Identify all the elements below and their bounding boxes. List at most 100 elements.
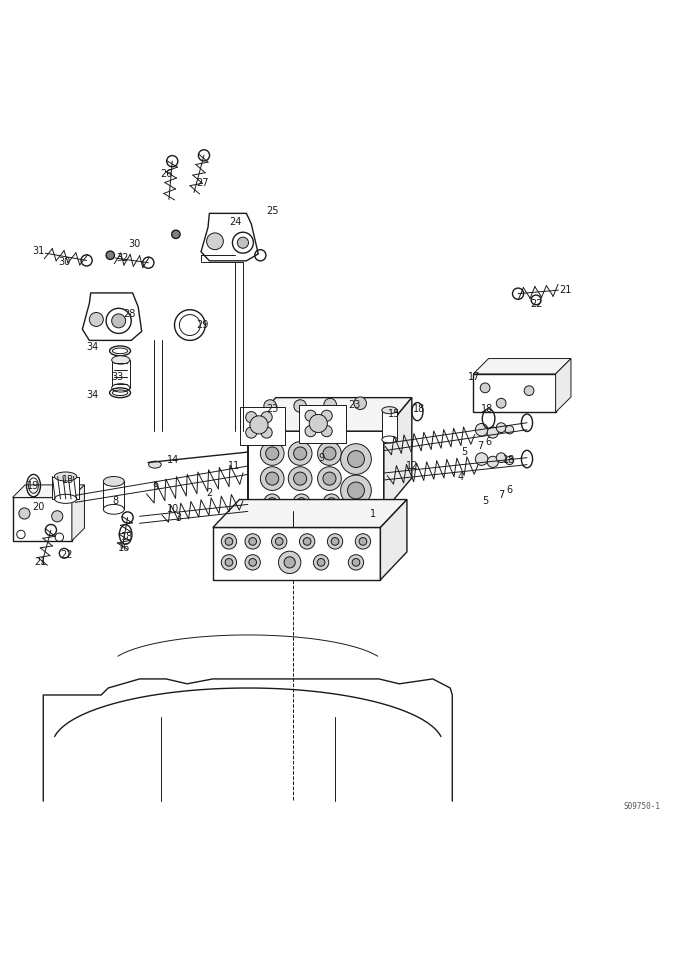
Circle shape bbox=[260, 442, 284, 466]
Text: 22: 22 bbox=[530, 300, 542, 309]
Circle shape bbox=[359, 538, 367, 545]
Bar bbox=[248, 431, 384, 512]
Text: 8: 8 bbox=[112, 496, 118, 506]
Text: 3: 3 bbox=[175, 514, 181, 523]
Circle shape bbox=[327, 534, 343, 549]
Circle shape bbox=[264, 399, 276, 412]
Circle shape bbox=[248, 559, 257, 566]
Text: 25: 25 bbox=[266, 206, 279, 216]
Circle shape bbox=[487, 456, 498, 468]
Circle shape bbox=[221, 555, 237, 570]
Bar bbox=[299, 404, 346, 443]
Circle shape bbox=[288, 467, 312, 491]
Text: 22: 22 bbox=[60, 550, 73, 561]
Circle shape bbox=[272, 534, 287, 549]
Circle shape bbox=[232, 232, 253, 253]
Circle shape bbox=[475, 453, 488, 466]
Circle shape bbox=[354, 396, 366, 410]
Text: 33: 33 bbox=[111, 372, 124, 382]
Polygon shape bbox=[213, 499, 407, 527]
Circle shape bbox=[299, 534, 315, 549]
Text: 20: 20 bbox=[32, 501, 45, 512]
Circle shape bbox=[250, 416, 268, 434]
Circle shape bbox=[112, 314, 126, 327]
Circle shape bbox=[288, 442, 312, 466]
Circle shape bbox=[122, 512, 133, 523]
Circle shape bbox=[245, 534, 260, 549]
Text: 17: 17 bbox=[468, 372, 481, 382]
Text: 16: 16 bbox=[118, 543, 131, 553]
Text: 9: 9 bbox=[318, 453, 324, 463]
Circle shape bbox=[106, 252, 114, 259]
Circle shape bbox=[496, 422, 506, 433]
Text: 13: 13 bbox=[62, 475, 75, 485]
Text: 7: 7 bbox=[477, 442, 483, 451]
Circle shape bbox=[313, 555, 329, 570]
Circle shape bbox=[237, 237, 248, 249]
Circle shape bbox=[266, 447, 279, 460]
Text: 5: 5 bbox=[482, 496, 488, 506]
Circle shape bbox=[207, 233, 223, 250]
Circle shape bbox=[172, 230, 180, 238]
Circle shape bbox=[341, 444, 371, 474]
Text: 2: 2 bbox=[207, 488, 212, 497]
Circle shape bbox=[505, 425, 514, 434]
Circle shape bbox=[279, 551, 301, 573]
Text: 5: 5 bbox=[461, 447, 467, 457]
Text: 26: 26 bbox=[160, 169, 172, 180]
Circle shape bbox=[303, 538, 311, 545]
Circle shape bbox=[264, 494, 281, 511]
Ellipse shape bbox=[54, 494, 77, 503]
Circle shape bbox=[323, 472, 336, 485]
Text: 7: 7 bbox=[498, 491, 504, 500]
Text: 18: 18 bbox=[503, 455, 516, 466]
Circle shape bbox=[267, 497, 277, 507]
Text: 34: 34 bbox=[86, 390, 98, 400]
Circle shape bbox=[323, 447, 336, 460]
Text: 6: 6 bbox=[507, 486, 512, 495]
Text: 18: 18 bbox=[481, 404, 493, 414]
Text: 18: 18 bbox=[121, 532, 133, 542]
Circle shape bbox=[294, 399, 306, 412]
Circle shape bbox=[512, 288, 524, 300]
Circle shape bbox=[293, 494, 310, 511]
Text: S09750-1: S09750-1 bbox=[623, 803, 661, 811]
Bar bbox=[13, 497, 72, 540]
Circle shape bbox=[45, 524, 57, 536]
Circle shape bbox=[355, 534, 371, 549]
Circle shape bbox=[248, 538, 257, 545]
Text: 10: 10 bbox=[167, 504, 179, 515]
Polygon shape bbox=[72, 485, 84, 540]
Text: 32: 32 bbox=[116, 253, 128, 263]
Circle shape bbox=[275, 538, 283, 545]
Circle shape bbox=[266, 472, 279, 485]
Circle shape bbox=[348, 450, 364, 468]
Text: 28: 28 bbox=[123, 309, 135, 319]
Bar bbox=[103, 481, 124, 510]
Polygon shape bbox=[384, 397, 412, 512]
Text: 1: 1 bbox=[371, 509, 376, 518]
Circle shape bbox=[475, 423, 488, 436]
Circle shape bbox=[198, 150, 209, 161]
Circle shape bbox=[246, 412, 257, 422]
Circle shape bbox=[331, 538, 339, 545]
Text: 15: 15 bbox=[388, 409, 401, 419]
Text: 9: 9 bbox=[152, 482, 158, 492]
Ellipse shape bbox=[54, 472, 77, 481]
Bar bbox=[473, 373, 556, 412]
Polygon shape bbox=[380, 499, 407, 580]
Circle shape bbox=[260, 467, 284, 491]
Circle shape bbox=[321, 410, 332, 421]
Polygon shape bbox=[473, 358, 571, 373]
Circle shape bbox=[294, 447, 306, 460]
Text: 4: 4 bbox=[458, 471, 463, 482]
Ellipse shape bbox=[112, 356, 130, 364]
Circle shape bbox=[294, 472, 306, 485]
Polygon shape bbox=[201, 213, 258, 261]
Circle shape bbox=[81, 254, 92, 266]
Ellipse shape bbox=[382, 436, 397, 443]
Text: 21: 21 bbox=[34, 558, 47, 567]
Circle shape bbox=[261, 412, 272, 422]
Text: 12: 12 bbox=[406, 461, 418, 471]
Polygon shape bbox=[248, 397, 412, 431]
